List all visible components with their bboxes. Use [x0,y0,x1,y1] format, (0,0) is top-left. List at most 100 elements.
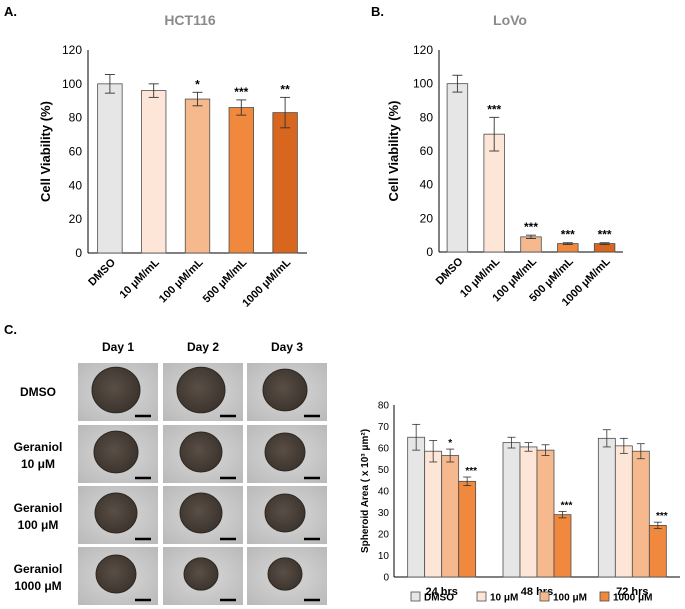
x-tick-label: DMSO [434,255,466,287]
significance-label: *** [561,500,573,511]
significance-label: *** [524,220,538,234]
spheroid [264,432,306,472]
day-label: Day 3 [271,340,303,354]
bar [272,112,298,254]
y-tick-label: 20 [378,530,390,541]
significance-label: ** [280,82,290,96]
y-tick-label: 40 [420,178,434,192]
row-label-line1: DMSO [20,385,56,399]
spheroid [93,430,139,474]
bar [536,449,555,578]
legend-swatch [410,591,421,602]
bar [424,450,443,578]
y-tick-label: 0 [75,246,82,260]
significance-label: *** [487,102,501,116]
significance-label: * [448,438,452,449]
row-label-line2: 100 μM [18,518,59,532]
bar [502,442,521,578]
day-label: Day 1 [102,340,134,354]
y-tick-label: 120 [62,43,82,57]
bar [141,90,167,254]
y-tick-label: 0 [426,245,433,259]
spheroid [179,492,223,534]
y-axis-label: Spheroid Area ( x 10³ μm²) [360,429,371,553]
y-tick-label: 30 [378,508,390,519]
bar [519,446,538,578]
y-tick-label: 100 [413,77,433,91]
panel-letter-b: B. [371,4,384,19]
legend-swatch [599,591,610,602]
micrograph-grid: Day 1 Day 2 Day 3 DMSO Geraniol 10 μM Geraniol… [14,340,327,605]
bar [483,133,505,253]
bar [407,436,426,578]
y-tick-label: 60 [420,144,434,158]
y-tick-label: 50 [378,465,390,476]
chart-title: HCT116 [164,12,216,28]
significance-label: * [195,77,200,91]
significance-label: *** [561,228,575,242]
y-tick-label: 100 [62,77,82,91]
spheroid [95,554,137,594]
bar [597,437,616,578]
row-label-line2: 1000 μM [14,579,61,593]
panel-letter-a: A. [4,4,17,19]
spheroid [179,431,223,473]
chart-hct116: HCT116 Cell Viability (%) 0 20 40 60 80 100 120 D… [38,12,307,310]
y-tick-label: 20 [420,211,434,225]
row-label-line1: Geraniol [14,562,63,576]
bar [228,107,254,254]
y-tick-label: 20 [69,212,83,226]
x-tick-label: 10 μM/mL [117,256,162,301]
chart-title: LoVo [493,12,527,28]
spheroid [267,557,303,591]
legend-swatch [476,591,487,602]
y-tick-label: 60 [69,145,83,159]
spheroid [91,366,141,414]
y-axis-label: Cell Viability (%) [38,101,53,202]
row-label-line1: Geraniol [14,440,63,454]
x-tick-label: 100 μM/mL [157,256,206,305]
significance-label: *** [656,511,668,522]
bar [648,525,667,578]
legend-label: 100 μM [553,593,587,604]
row-label-line2: 10 μM [21,457,55,471]
bar [520,236,542,253]
x-tick-label: 24 hrs [425,586,457,598]
chart-spheroid-area: Spheroid Area ( x 10³ μm²) 0 10 20 30 40 50 60 7… [360,401,680,604]
bar [441,455,460,578]
y-tick-label: 120 [413,43,433,57]
x-tick-label: DMSO [86,256,118,288]
bar [184,98,211,254]
y-tick-label: 80 [420,110,434,124]
legend-label: 10 μM [490,593,518,604]
spheroid [262,368,308,412]
x-tick-label: 72 hrs [616,586,648,598]
panel-letter-c: C. [4,322,17,337]
bar [614,445,633,578]
y-tick-label: 40 [69,178,83,192]
row-label-line1: Geraniol [14,501,63,515]
spheroid [183,557,219,591]
bar [446,83,469,253]
legend-label: 1000 μM [613,593,652,604]
y-tick-label: 80 [69,111,83,125]
day-label: Day 2 [187,340,219,354]
legend-swatch [539,591,550,602]
bar [631,450,650,578]
y-tick-label: 80 [378,401,390,412]
spheroid [94,492,138,534]
y-tick-label: 60 [378,444,390,455]
significance-label: *** [598,228,612,242]
bar [553,514,572,578]
chart-lovo: LoVo Cell Viability (%) 0 20 40 60 80 100 120 DMS… [386,12,623,309]
spheroid [176,366,226,414]
y-axis-label: Cell Viability (%) [386,101,401,202]
y-tick-label: 70 [378,422,390,433]
bar [458,480,477,578]
legend-label: DMSO [424,593,454,604]
y-tick-label: 10 [378,551,390,562]
spheroid [264,493,306,533]
y-tick-label: 40 [378,487,390,498]
significance-label: *** [465,466,477,477]
